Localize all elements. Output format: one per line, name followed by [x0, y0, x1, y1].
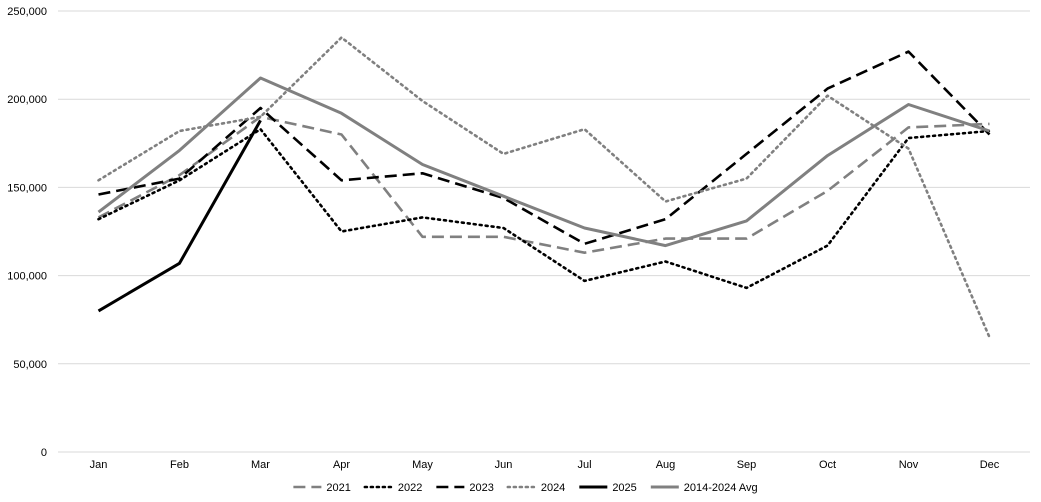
x-tick-label: Feb	[170, 459, 189, 471]
y-tick-label: 150,000	[7, 182, 47, 194]
x-tick-label: Jun	[495, 459, 513, 471]
x-tick-label: Mar	[251, 459, 270, 471]
legend-label: 2021	[326, 482, 350, 494]
y-tick-label: 200,000	[7, 94, 47, 106]
y-tick-label: 50,000	[13, 359, 47, 371]
gridlines	[58, 10, 1030, 453]
x-tick-label: Jul	[577, 459, 591, 471]
y-tick-label: 0	[41, 447, 47, 459]
x-tick-label: Apr	[333, 459, 350, 471]
y-tick-label: 100,000	[7, 271, 47, 283]
legend-label: 2025	[612, 482, 636, 494]
y-axis-tick-labels: 0 50,000 100,000 150,000 200,000 250,000	[7, 6, 47, 459]
x-tick-label: May	[412, 459, 433, 471]
x-tick-label: Nov	[899, 459, 919, 471]
x-tick-label: Jan	[90, 459, 108, 471]
series-lines	[97, 36, 991, 339]
series-line-2022	[97, 127, 991, 290]
legend-label: 2024	[541, 482, 565, 494]
x-axis-tick-labels: Jan Feb Mar Apr May Jun Jul Aug Sep Oct Nov Dec	[90, 459, 1000, 471]
series-line-2014-2024-avg	[97, 76, 990, 248]
legend-label: 2022	[398, 482, 422, 494]
x-tick-label: Dec	[980, 459, 1000, 471]
y-tick-label: 250,000	[7, 6, 47, 18]
series-line-2021	[97, 115, 990, 254]
x-tick-label: Sep	[737, 459, 757, 471]
legend: 2021 2022 2023 2024 2025 2014-2024 Avg	[293, 482, 758, 494]
x-tick-label: Aug	[656, 459, 676, 471]
legend-label: 2023	[469, 482, 493, 494]
x-tick-label: Oct	[819, 459, 836, 471]
series-line-2024	[97, 36, 991, 339]
legend-label: 2014-2024 Avg	[684, 482, 758, 494]
series-line-2025	[97, 119, 262, 313]
